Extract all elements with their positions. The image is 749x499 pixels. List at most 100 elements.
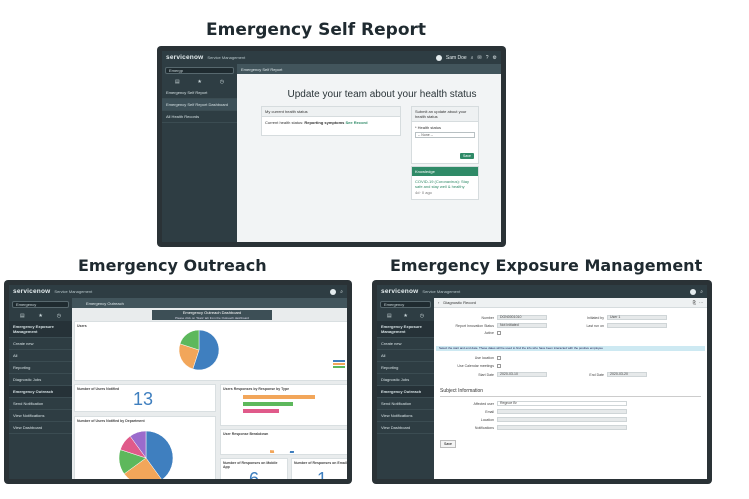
nav-item[interactable]: All: [377, 350, 434, 362]
pie-slice[interactable]: [179, 343, 200, 370]
pie-slice[interactable]: [129, 431, 147, 459]
field-label: Notifications: [474, 425, 494, 430]
health-status-select[interactable]: -- None --: [415, 132, 475, 138]
avatar[interactable]: [330, 288, 337, 295]
nav-item[interactable]: Emergency Outreach: [377, 386, 434, 398]
star-icon[interactable]: ★: [197, 79, 202, 85]
field-label: End Date: [589, 372, 604, 377]
response-breakdown-card: User Response Breakdown: [220, 429, 347, 455]
heading-outreach: Emergency Outreach: [78, 256, 267, 275]
nav-item[interactable]: Reporting: [377, 362, 434, 374]
dashboard-title: Emergency Outreach Dashboard: [152, 310, 272, 320]
nav-item[interactable]: All Health Records: [162, 111, 237, 123]
pie-slice[interactable]: [192, 330, 219, 370]
all-apps-icon[interactable]: ▤: [174, 79, 180, 85]
star-icon[interactable]: ★: [403, 313, 408, 319]
affected-user-field[interactable]: Regnoe Br: [497, 401, 627, 406]
number-field[interactable]: DGN0001010: [497, 315, 547, 320]
filter-input[interactable]: Emergp: [165, 67, 234, 74]
nav-item[interactable]: Diagnostic Jobs: [377, 374, 434, 386]
user-name[interactable]: Sam Doe: [445, 54, 467, 61]
email-field[interactable]: [497, 409, 627, 414]
field-label: Use Calendar meetings: [457, 364, 494, 368]
monitor-self-report: servicenow Service Management Sam Doe ⌕ …: [157, 46, 506, 247]
initiated-by-field[interactable]: User 1: [607, 315, 667, 320]
breakdown-donut: [270, 439, 294, 453]
history-icon[interactable]: ◷: [56, 313, 62, 319]
users-pie-chart: [179, 330, 219, 370]
knowledge-link[interactable]: COVID-19 (Coronavirus): Stay safe and st…: [415, 179, 470, 189]
history-icon[interactable]: ◷: [219, 79, 225, 85]
bar[interactable]: [243, 395, 315, 399]
nav-item[interactable]: Create new: [377, 338, 434, 350]
nav-item[interactable]: View Dashboard: [377, 422, 434, 434]
top-nav: servicenow Service Management Sam Doe ⌕ …: [162, 51, 501, 64]
end-date-field[interactable]: 2020-03-20: [607, 372, 647, 377]
search-icon[interactable]: ⌕: [700, 288, 703, 295]
see-record-link[interactable]: See Record: [345, 120, 368, 125]
nav-item[interactable]: Emergency Outreach: [9, 386, 72, 398]
sidebar: Emergency ▤ ★ ◷ Emergency Exposure Manag…: [377, 298, 434, 479]
location-field[interactable]: [497, 417, 627, 422]
pie-slice[interactable]: [179, 330, 200, 351]
calendar-checkbox[interactable]: [497, 364, 501, 368]
nav-item[interactable]: View Notifications: [9, 410, 72, 422]
pie-slice[interactable]: [123, 457, 162, 479]
users-notified-value: 13: [133, 389, 154, 409]
field-label: Report Innovation Status: [455, 323, 494, 328]
chat-icon[interactable]: ✉: [477, 54, 482, 61]
field-label: Number: [481, 315, 494, 320]
monitor-exposure: servicenow Service Management ⌕ Emergenc…: [372, 280, 712, 484]
page-title: Update your team about your health statu…: [287, 89, 477, 100]
nav-item[interactable]: Diagnostic Jobs: [9, 374, 72, 386]
card-title: Number of Users Notified: [77, 387, 120, 391]
start-date-field[interactable]: 2020-03-10: [497, 372, 547, 377]
last-run-field[interactable]: [607, 323, 667, 328]
search-icon[interactable]: ⌕: [470, 54, 474, 61]
filter-input[interactable]: Emergency: [380, 301, 431, 308]
more-icon[interactable]: ⋯: [699, 300, 703, 305]
help-icon[interactable]: ?: [485, 54, 489, 61]
avatar[interactable]: [690, 288, 697, 295]
sidebar: Emergency ▤ ★ ◷ Emergency Exposure Manag…: [9, 298, 72, 479]
bar[interactable]: [243, 402, 293, 406]
star-icon[interactable]: ★: [38, 313, 43, 319]
form-row: Number DGN0001010: [454, 315, 547, 320]
form-row: Notifications: [454, 425, 627, 430]
nav-item[interactable]: Reporting: [9, 362, 72, 374]
search-icon[interactable]: ⌕: [340, 288, 343, 295]
record-title: Diagnostic Record: [443, 300, 477, 305]
logo-sub: Service Management: [54, 289, 93, 294]
responses-bar-chart: [243, 395, 333, 423]
back-icon[interactable]: ‹: [438, 300, 440, 305]
nav-item[interactable]: All: [9, 350, 72, 362]
nav-item[interactable]: View Dashboard: [9, 422, 72, 434]
status-field[interactable]: Not Initiated: [497, 323, 547, 328]
attachment-icon[interactable]: ⎘: [692, 300, 696, 305]
field-label: Active: [484, 331, 494, 335]
active-checkbox[interactable]: [497, 331, 501, 335]
nav-item[interactable]: Emergency Self Report Dashboard: [162, 99, 237, 111]
nav-item[interactable]: Emergency Exposure Management: [9, 321, 72, 338]
all-apps-icon[interactable]: ▤: [386, 313, 392, 319]
nav-item[interactable]: Send Notification: [9, 398, 72, 410]
bar[interactable]: [243, 409, 279, 413]
field-label: Use location: [474, 356, 494, 360]
nav-item[interactable]: Emergency Exposure Management: [377, 321, 434, 338]
save-button[interactable]: Save: [460, 153, 474, 159]
nav-item[interactable]: Send Notification: [377, 398, 434, 410]
all-apps-icon[interactable]: ▤: [19, 313, 25, 319]
filter-input[interactable]: Emergency: [12, 301, 69, 308]
notifications-field[interactable]: [497, 425, 627, 430]
nav-item[interactable]: View Notifications: [377, 410, 434, 422]
form-row: Use location: [454, 356, 501, 360]
gear-icon[interactable]: ⚙: [492, 54, 497, 61]
history-icon[interactable]: ◷: [419, 313, 425, 319]
field-label: Email: [485, 409, 494, 414]
top-nav: servicenow Service Management ⌕: [377, 285, 707, 298]
use-location-checkbox[interactable]: [497, 356, 501, 360]
avatar[interactable]: [435, 54, 442, 61]
save-button[interactable]: Save: [440, 440, 456, 448]
nav-item[interactable]: Emergency Self Report: [162, 87, 237, 99]
nav-item[interactable]: Create new: [9, 338, 72, 350]
